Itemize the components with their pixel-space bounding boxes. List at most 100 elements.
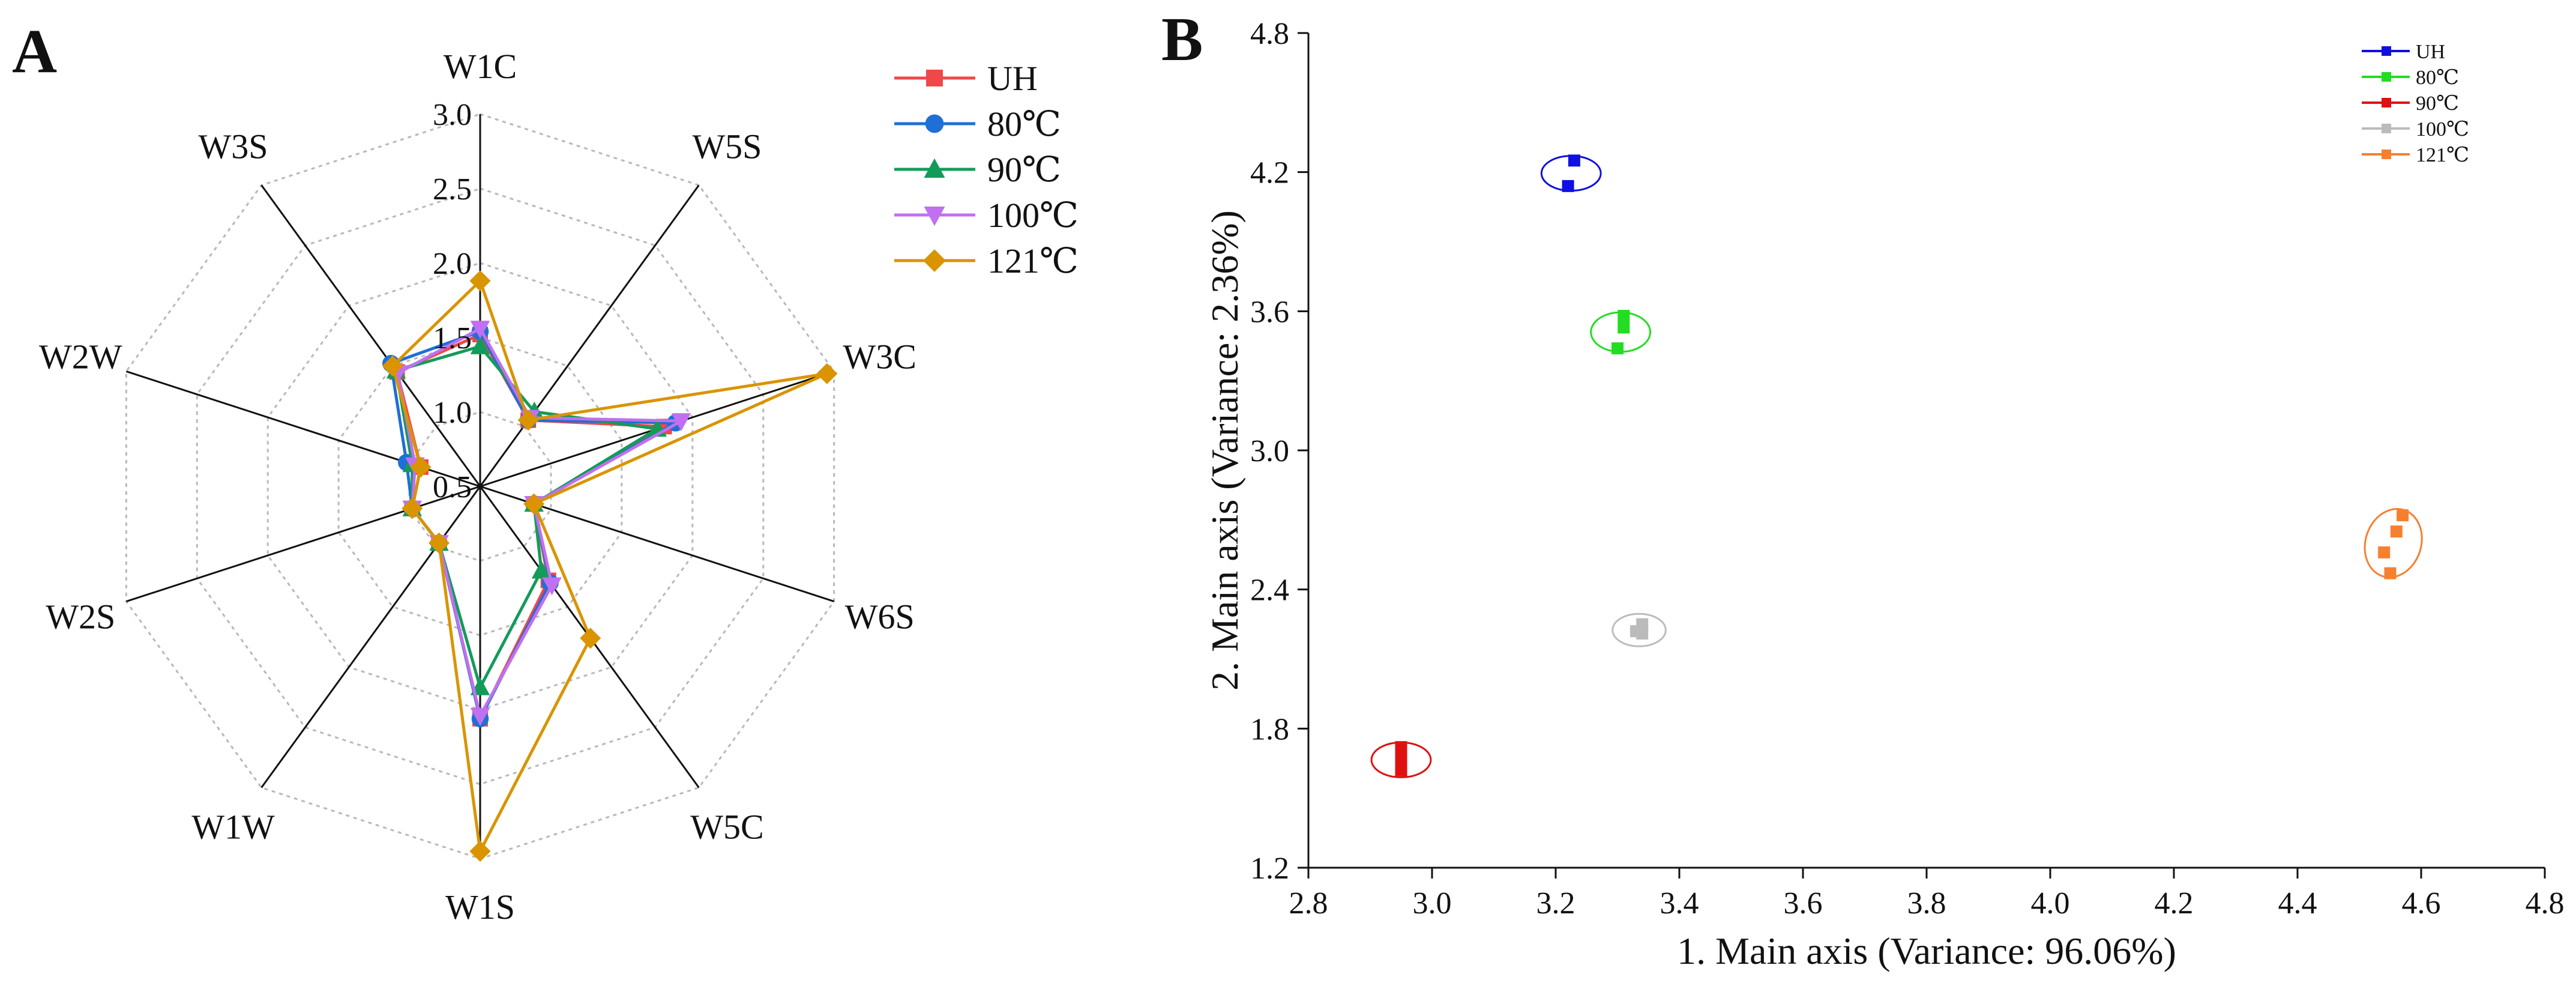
radar-spoke bbox=[125, 485, 481, 603]
legend-label-100c: 100℃ bbox=[987, 196, 1079, 235]
scatter-point-121c bbox=[2378, 546, 2391, 558]
legend-label-100c: 100℃ bbox=[2416, 118, 2469, 141]
legend-marker-121c bbox=[2382, 150, 2391, 159]
radar-axis-label-w2s: W2S bbox=[46, 597, 115, 636]
legend-marker-90c bbox=[2382, 98, 2391, 107]
radar-point-121c-w6s bbox=[523, 493, 545, 515]
radar-point-121c-w3s bbox=[382, 355, 403, 377]
legend-label-121c: 121℃ bbox=[2416, 144, 2469, 166]
legend-marker-100c bbox=[2382, 124, 2391, 133]
radar-point-121c-w1s bbox=[469, 841, 491, 862]
x-tick-label: 3.2 bbox=[1536, 886, 1575, 921]
scatter-point-80c bbox=[1618, 321, 1630, 334]
radar-series-line-121c bbox=[391, 279, 829, 853]
scatter-point-80c bbox=[1618, 310, 1630, 322]
confidence-ellipse-100c bbox=[1612, 612, 1667, 647]
legend-marker-uh bbox=[926, 70, 943, 86]
legend-label-uh: UH bbox=[987, 59, 1038, 98]
panel-a-letter: A bbox=[12, 17, 57, 86]
radar-tick-label: 1.0 bbox=[433, 396, 472, 430]
x-tick-label: 3.8 bbox=[1907, 886, 1946, 921]
radar-axis-label-w3c: W3C bbox=[843, 337, 916, 377]
radar-axis-label-w1w: W1W bbox=[191, 807, 275, 846]
x-tick-label: 3.6 bbox=[1784, 886, 1823, 921]
y-tick-label: 3.6 bbox=[1250, 295, 1289, 329]
legend-label-90c: 90℃ bbox=[987, 150, 1061, 189]
radar-point-121c-w2s bbox=[402, 498, 423, 519]
legend-marker-90c bbox=[924, 158, 945, 178]
legend-marker-80c bbox=[925, 114, 944, 133]
radar-legend: UH 80℃ 90℃ 100℃ 121℃ bbox=[894, 59, 1079, 280]
pca-scatter-chart: 2.8 3.0 3.2 3.4 3.6 3.8 4.0 4.2 4.4 4.6 4.81.21.82… bbox=[1203, 17, 2565, 972]
y-tick-label: 3.0 bbox=[1250, 434, 1289, 468]
x-axis-title: 1. Main axis (Variance: 96.06%) bbox=[1677, 930, 2176, 972]
radar-spoke bbox=[260, 184, 481, 487]
x-tick-label: 4.8 bbox=[2526, 886, 2565, 921]
radar-tick-label: 2.5 bbox=[433, 172, 472, 207]
scatter-point-100c bbox=[1636, 628, 1649, 640]
radar-point-90c-w5c bbox=[531, 560, 552, 579]
legend-label-80c: 80℃ bbox=[987, 104, 1061, 144]
legend-label-90c: 90℃ bbox=[2416, 92, 2459, 115]
legend-label-uh: UH bbox=[2416, 41, 2445, 63]
radar-point-100c-w1c bbox=[470, 321, 490, 339]
radar-tick-label: 0.5 bbox=[433, 470, 472, 504]
x-tick-label: 4.6 bbox=[2402, 886, 2441, 921]
radar-point-100c-w1s bbox=[470, 707, 490, 726]
legend-marker-80c bbox=[2382, 72, 2391, 82]
scatter-point-121c bbox=[2390, 525, 2403, 538]
radar-chart: W1C W5S W3C W6S W5C W1S W1W W2S W2W W3S 0.5 1.0 1.5 2… bbox=[39, 47, 916, 927]
radar-point-90c-w1c bbox=[470, 336, 490, 354]
scatter-point-uh bbox=[1562, 180, 1574, 192]
x-tick-label: 3.0 bbox=[1413, 886, 1452, 921]
radar-tick-label: 3.0 bbox=[433, 98, 472, 132]
radar-point-121c-w5c bbox=[580, 628, 601, 649]
radar-grid-ring bbox=[337, 336, 623, 637]
radar-axis-label-w5c: W5C bbox=[690, 807, 763, 846]
radar-axis-label-w6s: W6S bbox=[845, 597, 915, 636]
scatter-point-90c bbox=[1395, 752, 1407, 765]
radar-point-121c-w2w bbox=[410, 456, 432, 478]
scatter-point-121c bbox=[2384, 567, 2397, 579]
radar-point-121c-w5s bbox=[517, 410, 539, 431]
radar-series-line-uh bbox=[396, 333, 666, 721]
radar-point-121c-w1c bbox=[469, 270, 491, 292]
radar-axis-label-w3s: W3S bbox=[199, 127, 268, 166]
legend-label-80c: 80℃ bbox=[2416, 67, 2459, 89]
radar-spoke bbox=[479, 184, 700, 487]
scatter-point-121c bbox=[2397, 509, 2409, 522]
radar-grid-ring bbox=[408, 411, 552, 562]
legend-marker-121c bbox=[923, 249, 946, 272]
radar-axis-label-w2w: W2W bbox=[39, 337, 122, 377]
x-tick-label: 4.2 bbox=[2155, 886, 2194, 921]
radar-series-line-100c bbox=[396, 327, 683, 718]
y-tick-label: 4.2 bbox=[1250, 156, 1289, 190]
y-tick-label: 2.4 bbox=[1250, 573, 1289, 608]
x-tick-label: 4.4 bbox=[2278, 886, 2317, 921]
x-tick-label: 4.0 bbox=[2031, 886, 2070, 921]
radar-point-121c-w1w bbox=[428, 532, 450, 554]
panel-b-letter: B bbox=[1161, 5, 1203, 74]
radar-tick-label: 1.5 bbox=[433, 321, 472, 355]
radar-axis-label-w1s: W1S bbox=[445, 888, 515, 927]
radar-grid-ring bbox=[196, 187, 765, 785]
scatter-point-90c bbox=[1395, 764, 1407, 776]
legend-marker-uh bbox=[2382, 46, 2391, 56]
legend-label-121c: 121℃ bbox=[987, 241, 1079, 280]
x-tick-label: 3.4 bbox=[1660, 886, 1699, 921]
scatter-point-90c bbox=[1395, 741, 1407, 754]
legend-marker-100c bbox=[924, 207, 945, 226]
radar-axis-label-w1c: W1C bbox=[444, 47, 517, 86]
radar-point-100c-w3c bbox=[671, 413, 691, 432]
radar-series-line-80c bbox=[389, 330, 677, 721]
scatter-point-80c bbox=[1612, 342, 1624, 355]
radar-spoke bbox=[260, 486, 481, 788]
x-tick-label: 2.8 bbox=[1289, 886, 1328, 921]
y-axis-title: 2. Main axis (Variance: 2.36%) bbox=[1203, 210, 1246, 691]
radar-point-121c-w3c bbox=[816, 363, 838, 384]
radar-point-100c-w5c bbox=[542, 577, 562, 596]
radar-tick-label: 2.0 bbox=[433, 247, 472, 281]
y-tick-label: 1.8 bbox=[1250, 712, 1289, 746]
y-tick-label: 4.8 bbox=[1250, 17, 1289, 51]
